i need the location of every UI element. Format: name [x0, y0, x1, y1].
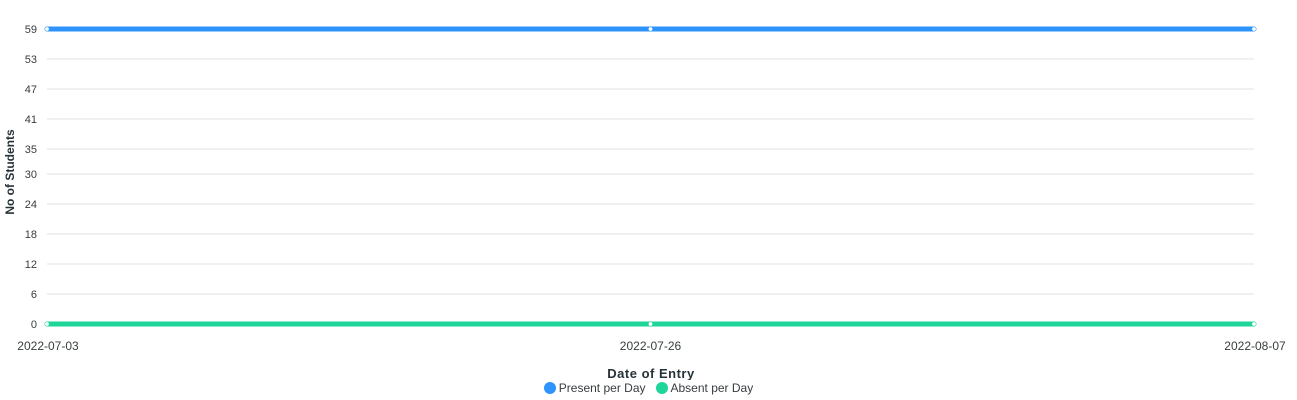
legend-item-absent[interactable]: Absent per Day: [655, 381, 754, 395]
y-tick-label: 59: [25, 24, 37, 36]
data-point[interactable]: [44, 26, 50, 32]
legend-label-absent: Absent per Day: [670, 381, 754, 395]
y-tick-label: 47: [25, 84, 37, 96]
y-tick-label: 24: [25, 199, 37, 211]
x-tick-label: 2022-07-03: [17, 339, 79, 353]
legend-marker-absent: [655, 382, 668, 394]
y-tick-label: 30: [25, 169, 37, 181]
y-axis-title: No of Students: [3, 129, 17, 215]
line-chart: 0 6 12 18 24 30 35 41 47 53 59 2022-07-03 2022-07-2…: [3, 24, 1286, 380]
data-point[interactable]: [647, 26, 653, 32]
y-tick-label: 35: [25, 144, 37, 156]
data-point[interactable]: [44, 321, 50, 327]
legend-item-present[interactable]: Present per Day: [543, 381, 646, 395]
data-point[interactable]: [1251, 26, 1257, 32]
x-tick-label: 2022-08-07: [1224, 339, 1286, 353]
x-axis-title: Date of Entry: [607, 366, 695, 380]
x-tick-label: 2022-07-26: [620, 339, 682, 353]
legend: Present per Day Absent per Day: [0, 381, 1297, 395]
legend-label-present: Present per Day: [558, 381, 646, 395]
x-axis-ticks: 2022-07-03 2022-07-26 2022-08-07: [17, 339, 1286, 353]
legend-marker-present: [543, 382, 556, 394]
data-point[interactable]: [647, 321, 653, 327]
grid-lines: [47, 28, 1254, 325]
y-tick-label: 18: [25, 229, 37, 241]
y-axis-ticks: 0 6 12 18 24 30 35 41 47 53 59: [25, 24, 37, 331]
y-tick-label: 12: [25, 259, 37, 271]
series-lines: [44, 26, 1257, 327]
y-tick-label: 6: [31, 289, 37, 301]
data-point[interactable]: [1251, 321, 1257, 327]
y-tick-label: 53: [25, 54, 37, 66]
y-tick-label: 0: [31, 319, 37, 331]
y-tick-label: 41: [25, 114, 37, 126]
